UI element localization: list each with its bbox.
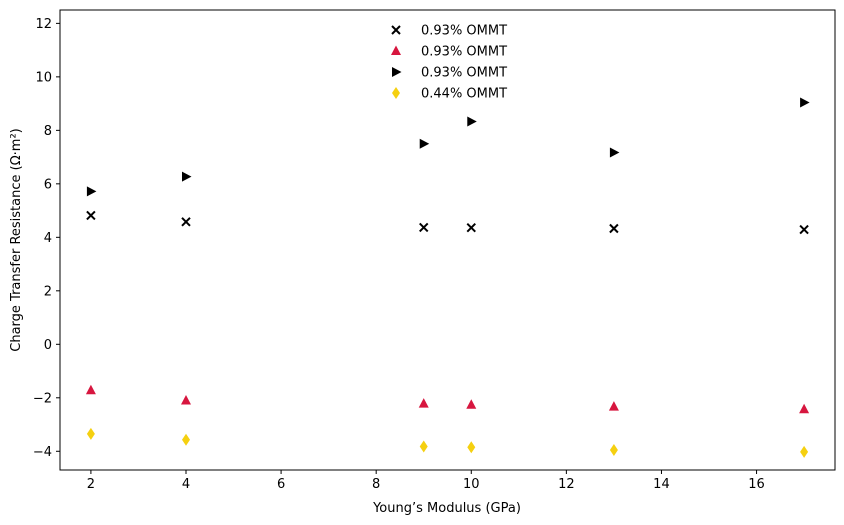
legend-item: 0.93% OMMT (391, 24, 507, 39)
data-point (799, 224, 809, 235)
data-point (608, 401, 619, 411)
legend-marker (392, 87, 400, 99)
data-point (419, 440, 428, 453)
y-tick-label: 10 (35, 70, 52, 85)
legend-label: 0.44% OMMT (421, 87, 507, 102)
data-point (609, 443, 618, 456)
legend-marker (392, 67, 402, 77)
legend-label: 0.93% OMMT (421, 45, 507, 60)
data-point (181, 217, 191, 227)
data-point (799, 403, 810, 414)
y-axis-label: Charge Transfer Resistance (Ω·m²) (9, 128, 24, 351)
x-tick-label: 16 (748, 477, 765, 492)
x-tick-label: 10 (463, 477, 480, 492)
legend-item: 0.93% OMMT (392, 66, 507, 81)
series-3 (86, 97, 810, 197)
series-4 (86, 427, 809, 458)
legend-label: 0.93% OMMT (421, 24, 507, 39)
legend-label: 0.93% OMMT (421, 66, 507, 81)
x-axis-label: Young’s Modulus (GPa) (372, 501, 521, 516)
x-tick-label: 4 (182, 477, 190, 492)
data-point (85, 384, 96, 395)
data-point (418, 398, 429, 408)
legend-marker (391, 25, 401, 35)
data-point (467, 441, 476, 454)
y-tick-label: 8 (44, 124, 52, 139)
data-point (419, 222, 429, 233)
data-point (467, 116, 477, 127)
series-2 (85, 384, 810, 414)
x-axis: 2 4 6 8 10 12 14 16 (87, 470, 765, 492)
data-point (86, 186, 97, 197)
data-point (609, 223, 619, 234)
x-tick-label: 12 (558, 477, 575, 492)
legend: 0.93% OMMT 0.93% OMMT 0.93% OMMT 0.44% OMMT (391, 24, 507, 102)
data-point (466, 399, 477, 409)
data-point (800, 97, 810, 108)
data-point (609, 147, 620, 158)
x-tick-label: 2 (87, 477, 95, 492)
legend-item: 0.93% OMMT (391, 45, 507, 60)
data-point (800, 445, 809, 458)
data-point (181, 171, 192, 182)
y-tick-label: 12 (35, 17, 52, 32)
y-tick-label: −4 (33, 445, 52, 460)
plot-area (59, 9, 836, 471)
x-tick-label: 14 (653, 477, 670, 492)
data-point (181, 433, 190, 446)
legend-item: 0.44% OMMT (392, 87, 507, 102)
x-tick-label: 6 (277, 477, 285, 492)
legend-marker (391, 45, 401, 55)
y-tick-label: 2 (44, 284, 52, 299)
data-point (419, 138, 430, 149)
data-point (466, 222, 476, 233)
y-tick-label: 6 (44, 177, 52, 192)
y-tick-label: 4 (44, 231, 52, 246)
data-markers (85, 97, 810, 458)
y-tick-label: 0 (44, 338, 52, 353)
y-tick-label: −2 (33, 391, 52, 406)
series-1 (86, 210, 809, 235)
x-tick-label: 8 (372, 477, 380, 492)
data-point (86, 210, 96, 221)
data-point (180, 394, 191, 405)
y-axis: −4 −2 0 2 4 6 8 10 12 (33, 17, 60, 460)
data-point (86, 427, 95, 440)
